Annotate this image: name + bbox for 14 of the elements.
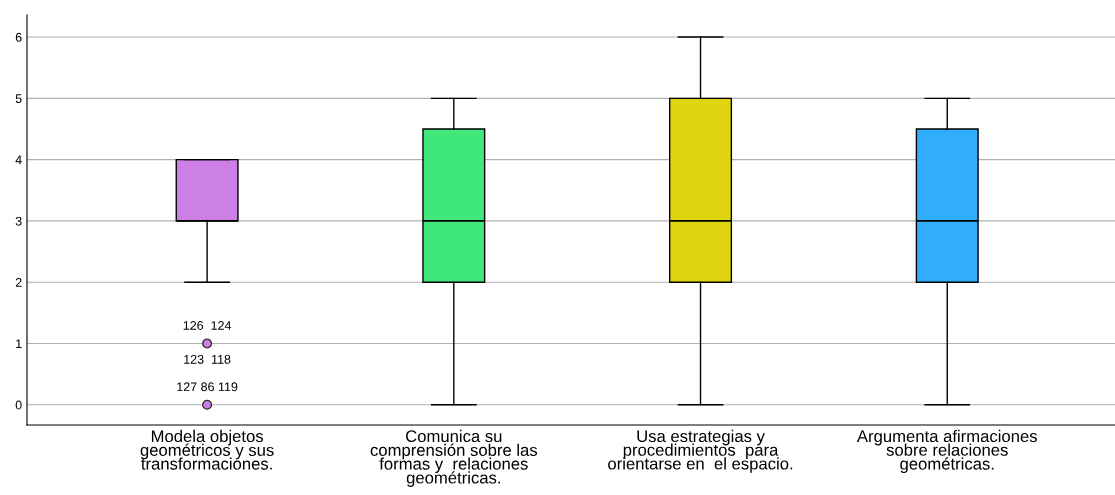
y-tick-label: 0 bbox=[15, 400, 22, 410]
annotation: 127 86 119 bbox=[177, 382, 238, 392]
y-tick-label: 1 bbox=[16, 339, 22, 349]
y-tick-label: 6 bbox=[15, 32, 22, 42]
annotation: 123 118 bbox=[184, 354, 231, 364]
annotation: 126 124 bbox=[183, 321, 232, 330]
x-tick-label: Comunica su comprensión sobre las formas y relaciones geométricas. bbox=[370, 429, 538, 487]
x-tick-label: Usa estrategias y procedimientos para orientarse en el espacio. bbox=[608, 429, 793, 473]
y-tick-label: 2 bbox=[15, 278, 22, 287]
x-tick-label: Argumenta afirmaciones sobre relaciones geométricas. bbox=[856, 429, 1037, 474]
x-tick-label: Modela objetos geométricos y sus transformaciones. bbox=[140, 429, 274, 470]
y-tick-label: 4 bbox=[15, 155, 22, 165]
y-tick-label: 3 bbox=[15, 216, 22, 226]
y-tick-label: 5 bbox=[15, 94, 22, 103]
